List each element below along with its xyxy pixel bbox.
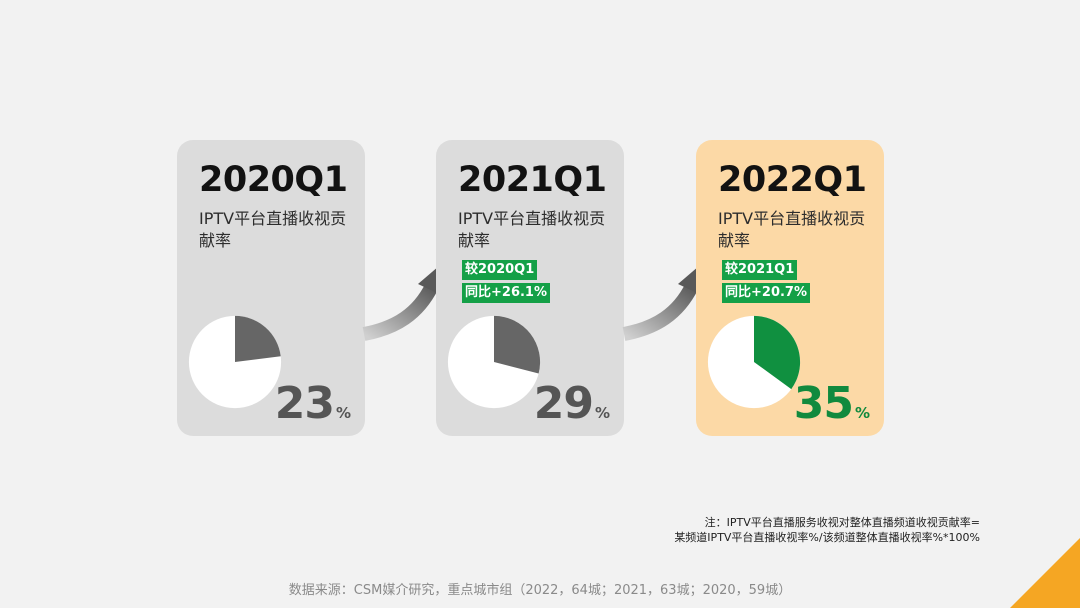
pie-chart-2020q1 (188, 315, 282, 409)
card-2022q1: 2022Q1 IPTV平台直播收视贡献率 较2021Q1 同比+20.7% 35… (696, 140, 884, 436)
card-subtitle: IPTV平台直播收视贡献率 (458, 209, 606, 250)
growth-badge: 同比+26.1% (462, 283, 550, 303)
card-title: 2021Q1 (458, 160, 607, 200)
card-subtitle: IPTV平台直播收视贡献率 (718, 209, 866, 250)
percent-unit: % (335, 404, 351, 422)
percent-number: 35 (793, 378, 854, 429)
percent-value: 35% (794, 382, 870, 426)
pie-slice (235, 315, 281, 362)
percent-value: 23% (275, 382, 351, 426)
pie-chart-2021q1 (447, 315, 541, 409)
pie-slice (494, 315, 541, 374)
data-source: 数据来源：CSM媒介研究，重点城市组（2022，64城；2021，63城；202… (288, 583, 792, 598)
pie-chart-2022q1 (707, 315, 801, 409)
card-2020q1: 2020Q1 IPTV平台直播收视贡献率 23% (177, 140, 365, 436)
percent-number: 23 (274, 378, 335, 429)
percent-unit: % (594, 404, 610, 422)
pie-slice (754, 315, 801, 390)
comparison-badge: 较2020Q1 (462, 260, 538, 280)
footnote: 注：IPTV平台直播服务收视对整体直播频道收视贡献率= 某频道IPTV平台直播收… (560, 515, 980, 545)
card-title: 2020Q1 (199, 160, 348, 200)
percent-value: 29% (534, 382, 610, 426)
footnote-line-1: 注：IPTV平台直播服务收视对整体直播频道收视贡献率= (704, 516, 980, 529)
card-title: 2022Q1 (718, 160, 867, 200)
corner-accent-shape (1010, 538, 1080, 608)
card-subtitle: IPTV平台直播收视贡献率 (199, 209, 347, 250)
percent-unit: % (854, 404, 870, 422)
footnote-line-2: 某频道IPTV平台直播收视率%/该频道整体直播收视率%*100% (674, 531, 980, 544)
growth-badge: 同比+20.7% (722, 283, 810, 303)
comparison-badge: 较2021Q1 (722, 260, 798, 280)
card-2021q1: 2021Q1 IPTV平台直播收视贡献率 较2020Q1 同比+26.1% 29… (436, 140, 624, 436)
percent-number: 29 (533, 378, 594, 429)
